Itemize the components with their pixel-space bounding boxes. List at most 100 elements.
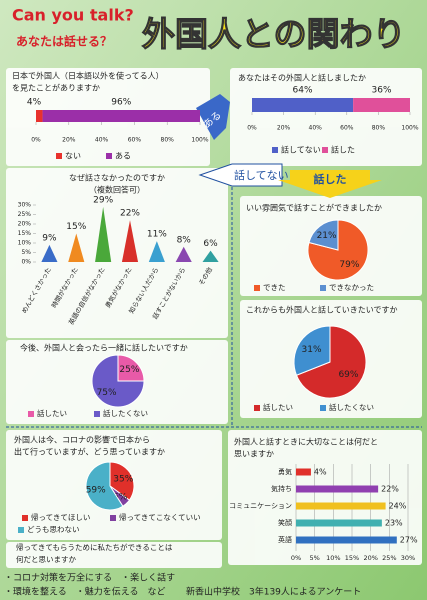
x-tick-label: 100% xyxy=(191,137,208,144)
chart-title: （複数回答可） xyxy=(89,185,145,195)
legend-label: 帰ってきてほしい xyxy=(31,512,90,522)
legend-label: どうも思わない xyxy=(27,525,80,534)
bar-segment xyxy=(42,110,201,122)
pie-slice xyxy=(293,325,331,376)
chart-title: 日本で外国人（日本語以外を使ってる人） xyxy=(12,71,164,81)
x-tick-label: 60% xyxy=(340,125,354,132)
footer-question: 何だと思いますか xyxy=(16,554,76,564)
legend-swatch xyxy=(56,153,62,159)
pie-slice xyxy=(85,461,124,511)
legend-swatch xyxy=(320,285,326,291)
legend-label: 帰ってきてこなくていい xyxy=(119,512,201,522)
legend-label: 話した xyxy=(331,145,355,155)
chart-title: 出て行っていますが、どう思っていますか xyxy=(14,447,165,457)
chart-title: を見たことがありますか xyxy=(12,83,100,93)
footer-question: 帰ってきてもらうために私たちができることは xyxy=(16,542,173,552)
x-tick-label: 15% xyxy=(345,554,359,562)
y-tick-label: 笑顔 xyxy=(278,518,292,527)
title-en: Can you talk? xyxy=(12,6,134,25)
legend-swatch xyxy=(272,147,278,153)
value-label: 27% xyxy=(400,536,418,545)
footer-answer: ・環境を整える ・魅力を伝える など xyxy=(4,586,165,598)
chart-title: いい雰囲気で話すことができましたか xyxy=(246,203,382,213)
cone xyxy=(202,250,219,262)
cone xyxy=(41,244,58,262)
x-tick-label: 20% xyxy=(277,125,291,132)
arrow xyxy=(196,94,230,140)
value-label: 22% xyxy=(120,209,140,219)
y-tick-label: 5% xyxy=(21,249,31,256)
chart-title: 今後、外国人と会ったら一緒に話したいですか xyxy=(20,343,188,353)
main-title: 外国人との関わり xyxy=(142,15,406,54)
value-label: 25% xyxy=(119,365,139,375)
x-tick-label: 5% xyxy=(310,554,320,562)
bar xyxy=(296,502,386,510)
y-tick-label: 20% xyxy=(18,221,32,228)
cone xyxy=(68,233,85,262)
legend-swatch xyxy=(254,405,260,411)
y-tick-label: 30% xyxy=(18,202,32,209)
value-label: 6% xyxy=(113,492,128,502)
y-tick-label: 英語 xyxy=(278,535,292,544)
value-label: 59% xyxy=(86,486,106,496)
legend-swatch xyxy=(18,527,24,533)
bar xyxy=(296,485,379,493)
bar-segment xyxy=(353,98,410,112)
chart-title: あなたはその外国人と話しましたか xyxy=(238,73,366,83)
value-label: 69% xyxy=(338,370,358,380)
pie-slice xyxy=(117,354,145,382)
value-label: 23% xyxy=(385,519,403,528)
x-tick-label: 20% xyxy=(62,137,76,144)
value-label: 64% xyxy=(293,86,313,96)
value-label: 29% xyxy=(93,195,113,205)
x-tick-label: 80% xyxy=(161,137,175,144)
subtitle: あなたは話せる？ xyxy=(16,34,112,49)
bar xyxy=(296,468,311,476)
pie-slice xyxy=(308,219,339,251)
value-label: 15% xyxy=(66,222,86,232)
chart-title: これからも外国人と話していきたいですか xyxy=(246,305,398,315)
panels xyxy=(6,68,422,568)
value-label: 6% xyxy=(203,239,218,249)
bar-segment xyxy=(252,98,354,112)
legend-label: できなかった xyxy=(329,283,374,292)
cone xyxy=(148,241,165,262)
x-tick-label: 60% xyxy=(128,137,142,144)
footer-source: 新香山中学校 3年139人によるアンケート xyxy=(186,586,361,598)
y-tick-label: 15% xyxy=(18,230,32,237)
x-tick-label: 40% xyxy=(95,137,109,144)
cone xyxy=(95,206,112,262)
x-tick-label: 0% xyxy=(247,125,257,132)
bar-segment xyxy=(36,110,43,122)
value-label: 35% xyxy=(113,475,133,485)
arrow-label: 話してない xyxy=(234,168,289,182)
value-label: 24% xyxy=(389,502,407,511)
cone xyxy=(175,246,192,262)
value-label: 36% xyxy=(372,86,392,96)
value-label: 4% xyxy=(27,98,42,108)
arrow-label: 話した xyxy=(314,172,347,186)
x-tick-label: 10% xyxy=(326,554,340,562)
y-tick-label: 気持ち xyxy=(271,484,292,493)
legend-swatch xyxy=(94,411,100,417)
bar xyxy=(296,536,397,544)
x-tick-label: 40% xyxy=(309,125,323,132)
legend-label: 話したくない xyxy=(103,408,148,418)
chart-title: 思いますか xyxy=(234,450,274,459)
value-label: 22% xyxy=(381,485,399,494)
value-label: 4% xyxy=(314,468,327,477)
legend-label: ある xyxy=(115,152,131,161)
legend-label: 話したい xyxy=(37,408,67,418)
value-label: 11% xyxy=(147,230,167,240)
chart-title: 外国人と話すときに大切なことは何だと xyxy=(234,437,378,447)
arrow xyxy=(198,163,283,187)
x-tick-label: 25% xyxy=(382,554,396,562)
y-tick-label: 10% xyxy=(18,240,32,247)
chart-title: 外国人は今、コロナの影響で日本から xyxy=(14,435,150,445)
legend-swatch xyxy=(110,515,116,521)
y-tick-label: 25% xyxy=(18,211,32,218)
x-tick-label: 100% xyxy=(401,125,418,132)
legend-swatch xyxy=(28,411,34,417)
x-tick-label: 30% xyxy=(401,554,415,562)
value-label: 8% xyxy=(177,235,192,245)
